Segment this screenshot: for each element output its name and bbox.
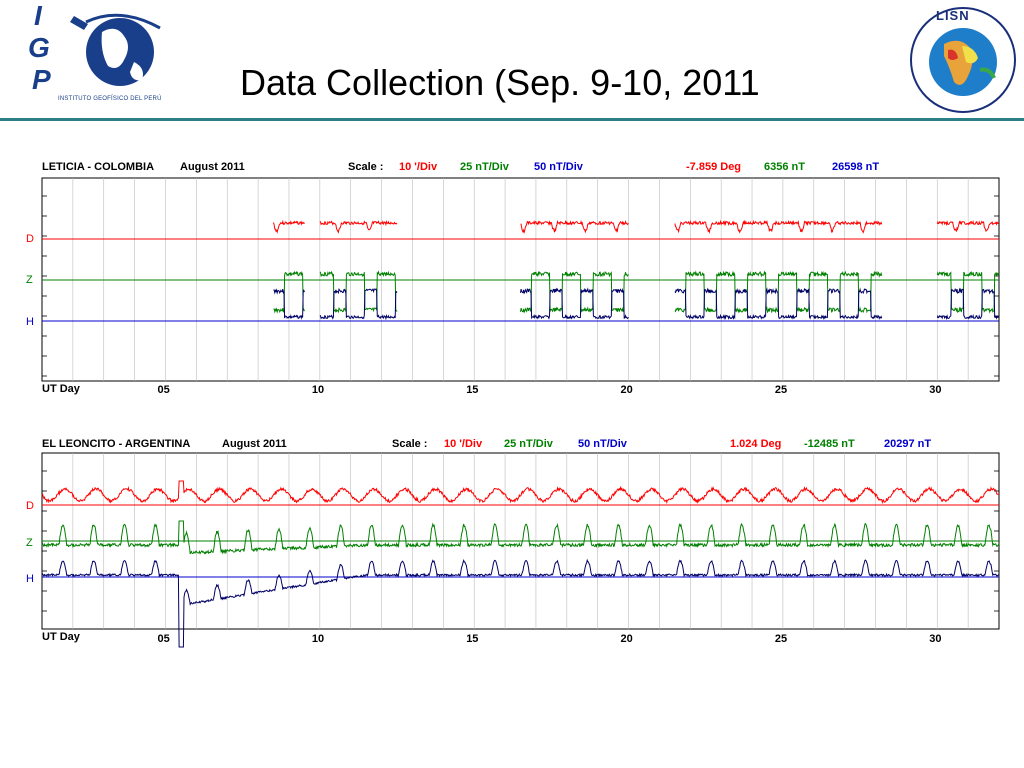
trace-h (273, 288, 305, 320)
baseline-h: 20297 nT (884, 438, 932, 450)
x-tick-label: 25 (774, 633, 788, 645)
trace-d (520, 219, 629, 234)
x-tick-label: 20 (620, 633, 633, 645)
igp-globe-icon (70, 13, 161, 86)
x-tick-label: 15 (466, 633, 479, 645)
trace-z (936, 271, 1000, 314)
period-label: August 2011 (180, 161, 245, 173)
channel-label-d: D (26, 500, 34, 512)
trace-d (674, 219, 883, 234)
x-tick-label: 30 (929, 384, 942, 396)
igp-logo: I G P INSTITUTO GEOFÍSICO DEL PERÚ (24, 0, 172, 106)
lisn-globe-icon (910, 7, 1016, 113)
trace-h (674, 287, 883, 321)
lisn-wordmark: LISN (936, 8, 970, 23)
trace-h (936, 287, 1000, 321)
scale-d: 10 '/Div (444, 438, 483, 450)
baseline-z: -12485 nT (804, 438, 855, 450)
scale-z: 25 nT/Div (460, 161, 509, 173)
channel-label-z: Z (26, 537, 33, 549)
period-label: August 2011 (222, 438, 287, 450)
x-axis-label: UT Day (42, 631, 80, 643)
trace-d (41, 480, 1000, 505)
baseline-d: -7.859 Deg (686, 161, 742, 173)
igp-letter-i: I (34, 0, 42, 31)
magnetogram-leticia (41, 177, 1000, 382)
scale-h: 50 nT/Div (534, 161, 583, 173)
scale-d: 10 '/Div (399, 161, 438, 173)
x-tick-label: 10 (311, 384, 325, 396)
x-tick-label: 30 (929, 633, 942, 645)
trace-h (520, 287, 629, 320)
x-tick-label: 05 (157, 633, 170, 645)
trace-d (936, 219, 1000, 233)
station-name: EL LEONCITO - ARGENTINA (42, 438, 191, 450)
trace-z (273, 270, 305, 314)
trace-z (319, 270, 398, 314)
x-tick-label: 20 (620, 384, 633, 396)
x-tick-label: 05 (157, 384, 170, 396)
header-rule (0, 118, 1024, 121)
channel-label-h: H (26, 573, 34, 585)
x-tick-label: 25 (774, 384, 788, 396)
x-axis-label: UT Day (42, 383, 80, 395)
baseline-z: 6356 nT (764, 161, 805, 173)
channel-label-d: D (26, 233, 34, 245)
magnetogram-leoncito (41, 452, 1000, 648)
scale-label: Scale : (348, 161, 384, 173)
lisn-logo (904, 0, 1022, 118)
slide-title: Data Collection (Sep. 9-10, 2011 (240, 62, 760, 103)
igp-letter-p: P (32, 64, 51, 95)
x-tick-label: 15 (466, 384, 479, 396)
scale-h: 50 nT/Div (578, 438, 627, 450)
trace-z (520, 270, 629, 314)
trace-h (41, 558, 1000, 648)
chart-panel-leticia: LETICIA - COLOMBIA August 2011 Scale : 1… (22, 156, 1002, 404)
trace-d (273, 219, 305, 234)
scale-label: Scale : (392, 438, 428, 450)
baseline-h: 26598 nT (832, 161, 880, 173)
chart-panel-leoncito: EL LEONCITO - ARGENTINA August 2011 Scal… (22, 433, 1002, 655)
x-tick-label: 10 (311, 633, 325, 645)
igp-letter-g: G (28, 32, 50, 63)
igp-subtitle: INSTITUTO GEOFÍSICO DEL PERÚ (58, 96, 162, 102)
station-name: LETICIA - COLOMBIA (42, 161, 155, 173)
channel-label-z: Z (26, 274, 33, 286)
baseline-d: 1.024 Deg (730, 438, 782, 450)
scale-z: 25 nT/Div (504, 438, 553, 450)
trace-d (319, 219, 398, 234)
trace-z (41, 520, 1000, 555)
channel-label-h: H (26, 316, 34, 328)
trace-h (319, 288, 398, 321)
